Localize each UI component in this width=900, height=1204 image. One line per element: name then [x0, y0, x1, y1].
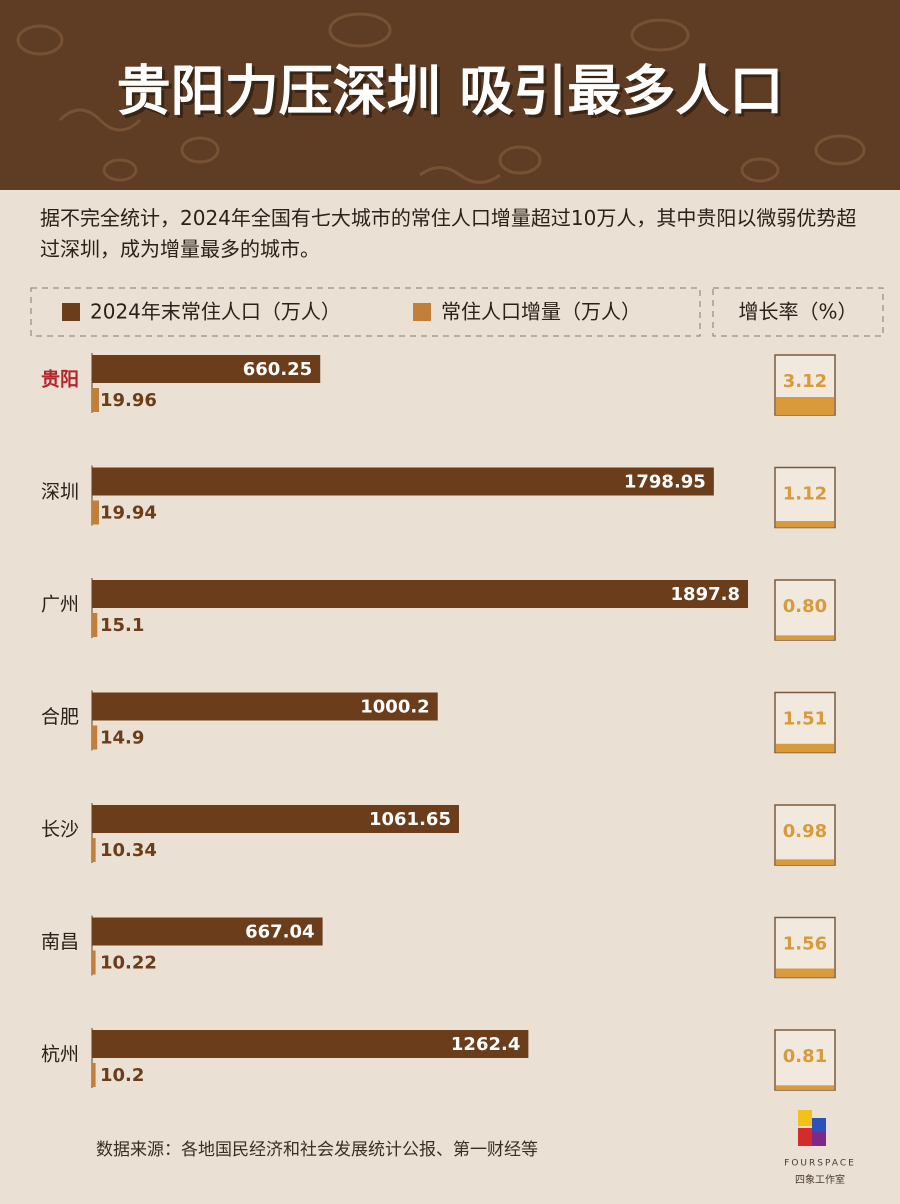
category-label: 深圳: [41, 481, 79, 503]
legend-box: [30, 287, 701, 337]
population-label: 660.25: [243, 359, 312, 380]
logo-name: FOURSPACE: [784, 1159, 856, 1169]
legend-label: 2024年末常住人口（万人）: [90, 300, 341, 324]
increase-bar: [92, 950, 96, 975]
increase-label: 14.9: [100, 728, 144, 749]
category-label: 合肥: [41, 706, 79, 728]
population-bar: [92, 580, 748, 608]
logo-block: [812, 1132, 826, 1146]
increase-bar: [92, 500, 99, 525]
population-bar: [92, 1030, 529, 1058]
rate-label: 3.12: [783, 371, 827, 392]
population-label: 1262.4: [451, 1034, 520, 1055]
rate-box: [774, 804, 836, 866]
population-bar: [92, 692, 438, 721]
rate-fill: [775, 521, 835, 528]
legend-swatch: [62, 303, 80, 321]
increase-label: 15.1: [100, 615, 144, 636]
category-label: 贵阳: [41, 369, 79, 391]
increase-bar: [92, 388, 99, 412]
increase-bar: [92, 725, 98, 750]
logo-block: [798, 1110, 812, 1126]
rate-label: 0.98: [783, 821, 827, 842]
title-shadow: 贵阳力压深圳 吸引最多人口: [120, 63, 787, 126]
population-label: 1061.65: [369, 809, 451, 830]
rate-fill: [775, 743, 835, 753]
logo: FOURSPACE 四象工作室: [784, 1110, 856, 1186]
category-label: 广州: [41, 594, 79, 616]
increase-label: 19.94: [100, 503, 157, 524]
population-bar: [92, 917, 323, 946]
increase-label: 10.2: [100, 1065, 144, 1086]
legend-label: 增长率（%）: [738, 300, 857, 324]
population-label: 1897.8: [671, 584, 740, 605]
rate-fill: [775, 859, 835, 865]
increase-label: 19.96: [100, 390, 157, 411]
increase-label: 10.22: [100, 953, 157, 974]
rate-fill: [775, 968, 835, 978]
rate-label: 0.80: [783, 596, 827, 617]
rate-box: [774, 579, 836, 641]
rate-label: 0.81: [783, 1046, 827, 1067]
legend-label: 常住人口增量（万人）: [441, 300, 641, 324]
population-bar: [92, 355, 321, 383]
increase-bar: [92, 613, 98, 637]
rate-label: 1.51: [783, 709, 827, 730]
logo-block: [798, 1128, 812, 1146]
category-label: 南昌: [41, 931, 79, 953]
banner-pattern: [16, 12, 866, 184]
legend-swatch: [413, 303, 431, 321]
rate-box: [774, 916, 836, 979]
rate-box: [774, 691, 836, 754]
population-bar: [92, 467, 714, 496]
subtitle-box: 据不完全统计，2024年全国有七大城市的常住人口增量超过10万人，其中贵阳以微弱…: [40, 206, 857, 261]
increase-bar: [92, 838, 96, 862]
population-label: 1798.95: [624, 472, 706, 493]
rate-label: 1.12: [783, 484, 827, 505]
population-label: 1000.2: [360, 697, 429, 718]
category-label: 长沙: [41, 819, 79, 841]
increase-label: 10.34: [100, 840, 157, 861]
rate-fill: [775, 1085, 835, 1090]
banner: [0, 0, 900, 190]
chart-title: 贵阳力压深圳 吸引最多人口: [117, 60, 784, 123]
legend-box: [712, 287, 884, 337]
logo-block: [812, 1118, 826, 1132]
chart-subtitle: 据不完全统计，2024年全国有七大城市的常住人口增量超过10万人，其中贵阳以微弱…: [40, 206, 857, 261]
logo-studio: 四象工作室: [795, 1173, 845, 1186]
rate-label: 1.56: [783, 934, 827, 955]
category-label: 杭州: [41, 1044, 79, 1066]
population-bar: [92, 805, 459, 833]
source-note: 数据来源：各地国民经济和社会发展统计公报、第一财经等: [96, 1140, 538, 1160]
rate-fill: [775, 635, 835, 640]
population-label: 667.04: [245, 922, 314, 943]
rate-fill: [775, 397, 835, 415]
rate-box: [774, 466, 836, 529]
increase-bar: [92, 1063, 96, 1087]
